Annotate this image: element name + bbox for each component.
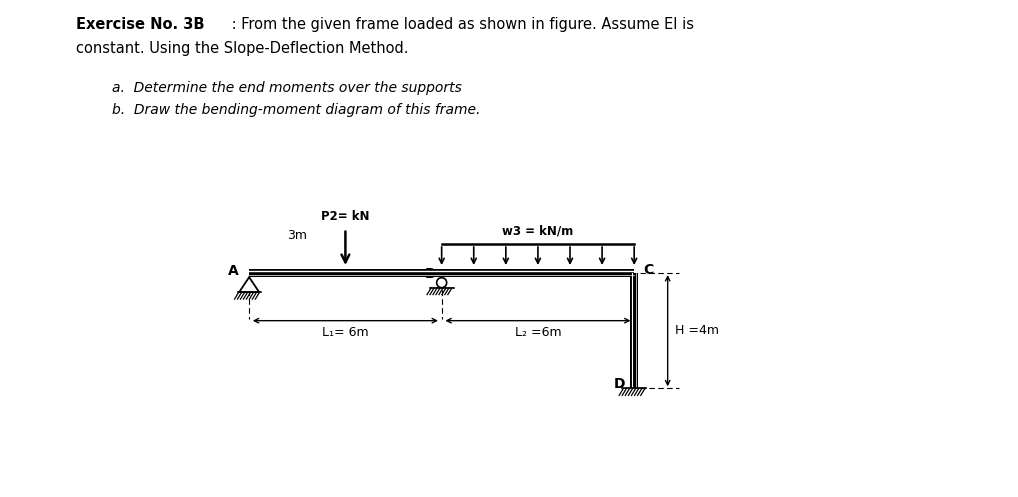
Text: w3 = kN/m: w3 = kN/m <box>502 225 573 238</box>
Text: H =4m: H =4m <box>675 324 719 337</box>
Bar <box>249 269 634 277</box>
Text: b.  Draw the bending-moment diagram of this frame.: b. Draw the bending-moment diagram of th… <box>112 103 480 117</box>
Text: B: B <box>425 267 436 281</box>
Text: 3m: 3m <box>287 229 307 242</box>
Polygon shape <box>239 277 260 292</box>
Text: D: D <box>614 377 625 391</box>
Circle shape <box>437 278 447 288</box>
Text: L₁= 6m: L₁= 6m <box>322 326 369 339</box>
Text: a.  Determine the end moments over the supports: a. Determine the end moments over the su… <box>112 81 462 94</box>
Text: P2= kN: P2= kN <box>321 210 370 223</box>
Text: L₂ =6m: L₂ =6m <box>515 326 561 339</box>
Text: : From the given frame loaded as shown in figure. Assume EI is: : From the given frame loaded as shown i… <box>227 17 694 32</box>
Bar <box>630 273 638 389</box>
Text: constant. Using the Slope-Deflection Method.: constant. Using the Slope-Deflection Met… <box>76 41 409 56</box>
Text: Exercise No. 3B: Exercise No. 3B <box>76 17 205 32</box>
Text: C: C <box>643 263 654 277</box>
Text: A: A <box>228 263 238 278</box>
